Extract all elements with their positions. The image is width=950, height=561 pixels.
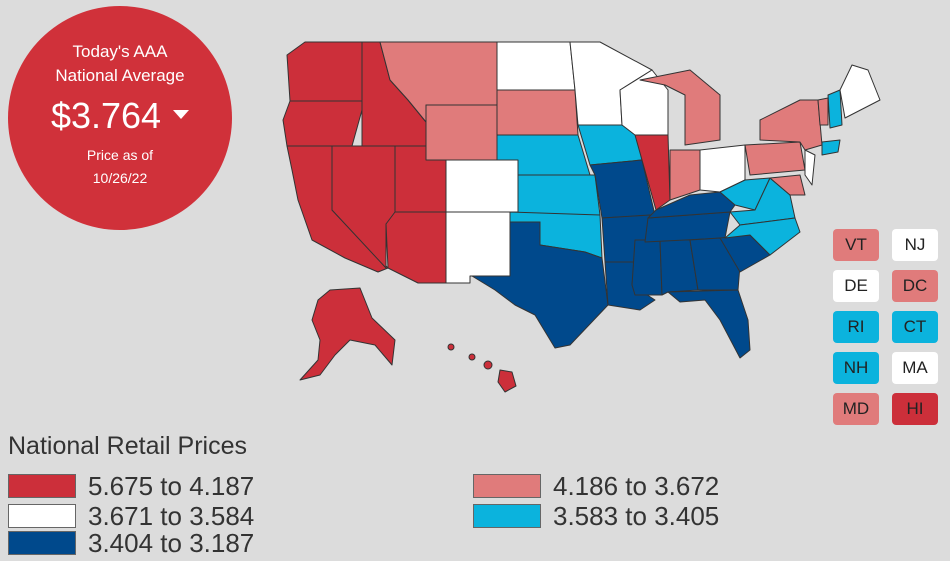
- chip-nj[interactable]: NJ: [892, 229, 938, 261]
- state-vermont[interactable]: [817, 97, 829, 126]
- state-north-dakota[interactable]: [496, 41, 576, 91]
- state-arizona[interactable]: [385, 211, 447, 284]
- state-kansas[interactable]: [517, 174, 601, 216]
- state-new-hampshire[interactable]: [827, 89, 843, 129]
- title-line-2: National Average: [55, 66, 185, 85]
- legend-swatch: [8, 531, 76, 555]
- state-hawaii-island-kauai[interactable]: [447, 343, 455, 351]
- chip-md[interactable]: MD: [833, 393, 879, 425]
- legend-label: 3.671 to 3.584: [88, 501, 255, 531]
- legend-label: 3.404 to 3.187: [88, 528, 255, 558]
- state-new-york[interactable]: [759, 99, 823, 151]
- price-value: $3.764: [50, 95, 162, 136]
- title-line-1: Today's AAA: [72, 42, 168, 61]
- legend-swatch: [8, 474, 76, 498]
- state-south-dakota[interactable]: [496, 89, 579, 136]
- chip-ri[interactable]: RI: [833, 311, 879, 343]
- state-texas[interactable]: [471, 221, 609, 349]
- state-indiana[interactable]: [669, 149, 701, 201]
- state-pennsylvania[interactable]: [744, 141, 806, 176]
- state-north-carolina[interactable]: [724, 217, 801, 256]
- state-maryland[interactable]: [769, 174, 806, 196]
- date-line-1: Price as of: [86, 147, 154, 163]
- chip-nh[interactable]: NH: [833, 352, 879, 384]
- down-arrow-icon: [173, 109, 190, 119]
- chip-hi[interactable]: HI: [892, 393, 938, 425]
- price-date: Price as of 10/26/22: [8, 144, 232, 190]
- state-wyoming[interactable]: [425, 104, 498, 161]
- state-washington[interactable]: [286, 41, 363, 102]
- state-oregon[interactable]: [282, 100, 363, 147]
- state-hawaii[interactable]: [497, 369, 517, 393]
- national-average-panel: Today's AAA National Average $3.764 Pric…: [8, 6, 232, 230]
- legend-label: 5.675 to 4.187: [88, 471, 255, 501]
- state-west-virginia[interactable]: [719, 177, 771, 211]
- state-michigan[interactable]: [639, 69, 721, 146]
- state-illinois[interactable]: [634, 134, 671, 211]
- legend-label: 3.583 to 3.405: [553, 501, 720, 531]
- legend-swatch: [473, 474, 541, 498]
- national-average-title: Today's AAA National Average: [8, 40, 232, 88]
- state-alaska[interactable]: [299, 287, 396, 381]
- legend-swatch: [8, 504, 76, 528]
- chip-vt[interactable]: VT: [833, 229, 879, 261]
- national-average-price: $3.764: [8, 94, 232, 138]
- legend-title: National Retail Prices: [8, 432, 247, 460]
- legend-swatch: [473, 504, 541, 528]
- state-connecticut[interactable]: [821, 139, 841, 156]
- chip-ct[interactable]: CT: [892, 311, 938, 343]
- date-line-2: 10/26/22: [92, 170, 148, 186]
- state-colorado[interactable]: [445, 159, 519, 213]
- state-new-mexico[interactable]: [445, 211, 511, 284]
- state-hawaii-island-maui[interactable]: [483, 360, 493, 370]
- state-new-jersey[interactable]: [804, 149, 816, 186]
- chip-ma[interactable]: MA: [892, 352, 938, 384]
- state-maine[interactable]: [839, 64, 881, 119]
- state-hawaii-island-oahu[interactable]: [468, 353, 476, 361]
- state-florida[interactable]: [667, 289, 751, 359]
- chip-dc[interactable]: DC: [892, 270, 938, 302]
- legend-label: 4.186 to 3.672: [553, 471, 720, 501]
- state-mississippi[interactable]: [631, 239, 663, 296]
- chip-de[interactable]: DE: [833, 270, 879, 302]
